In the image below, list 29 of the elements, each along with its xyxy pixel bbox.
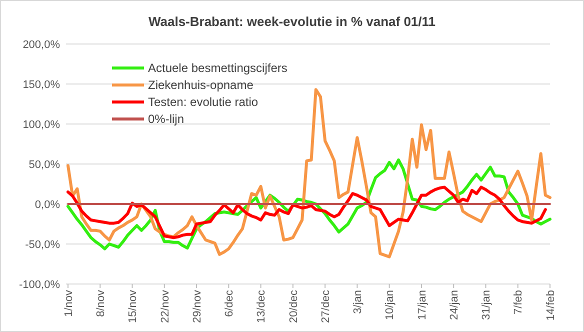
- x-tick-label: 31/jan: [480, 290, 493, 320]
- x-tick-label: 13/dec: [256, 290, 268, 324]
- x-tick-label: 3/jan: [352, 290, 364, 314]
- x-tick-label: 10/jan: [384, 290, 396, 320]
- x-tick-label: 27/dec: [320, 290, 332, 324]
- x-tick-label: 29/nov: [191, 290, 204, 324]
- x-tick-label: 15/nov: [127, 290, 140, 324]
- legend-label: Ziekenhuis-opname: [148, 78, 254, 92]
- legend-label: Testen: evolutie ratio: [148, 95, 258, 110]
- y-tick-label: 100,0%: [22, 118, 60, 131]
- y-tick-label: -50,0%: [25, 238, 60, 251]
- y-tick-label: 0,0%: [34, 198, 60, 211]
- legend-label: Actuele besmettingscijfers: [148, 61, 288, 76]
- chart-title: Waals-Brabant: week-evolutie in % vanaf 01/11: [148, 14, 436, 29]
- y-tick-label: 200,0%: [22, 38, 60, 51]
- x-tick-label: 17/jan: [416, 290, 428, 320]
- x-tick-label: 6/dec: [224, 290, 236, 317]
- y-tick-label: 50,0%: [28, 158, 60, 171]
- x-tick-label: 20/dec: [288, 290, 300, 324]
- legend-label: 0%-lijn: [148, 112, 184, 126]
- x-tick-label: 8/nov: [94, 290, 107, 317]
- x-tick-label: 22/nov: [159, 290, 172, 324]
- x-tick-label: 1/nov: [62, 290, 75, 317]
- y-tick-label: -100,0%: [19, 278, 60, 291]
- x-tick-label: 7/feb: [512, 290, 525, 314]
- y-tick-label: 150,0%: [22, 78, 60, 91]
- line-series: [66, 186, 547, 240]
- x-tick-label: 14/feb: [544, 290, 557, 321]
- x-tick-label: 24/jan: [448, 290, 460, 320]
